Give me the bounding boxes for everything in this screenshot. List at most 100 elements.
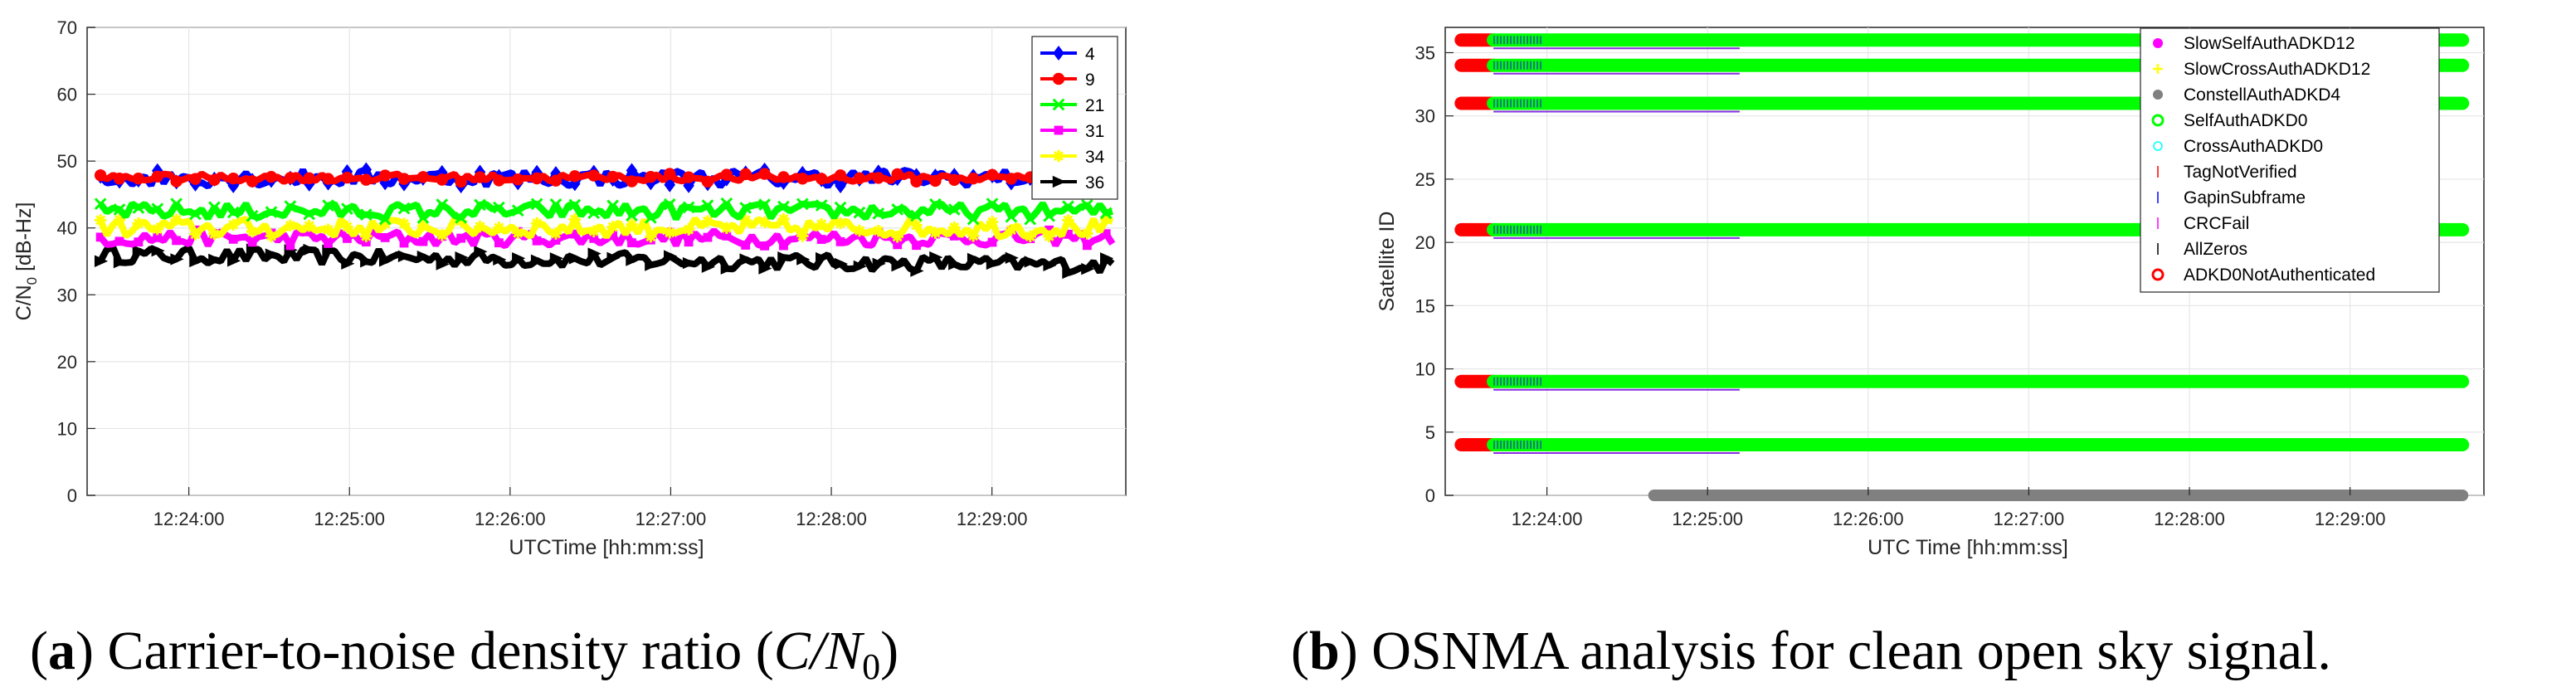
cn0-point-36 [796,253,811,266]
cn0-point-31 [228,234,238,244]
cn0-series-markers-36 [94,243,1114,280]
cn0-point-9 [474,171,486,183]
cn0-point-21 [587,207,601,220]
osnma-legend: SlowSelfAuthADKD12 SlowCrossAuthADKD12 Con… [2140,27,2440,293]
cn0-point-31 [741,241,751,250]
cn0-point-21 [796,197,809,211]
cn0-point-36 [151,244,165,257]
cn0-point-36 [113,256,128,269]
cn0-point-21 [758,198,771,211]
cn0-point-31 [760,241,769,251]
cn0-point-9 [397,173,411,185]
cn0-point-21 [815,199,828,212]
osnma-y-tick-label: 35 [1415,42,1435,63]
cn0-point-9 [796,173,809,185]
cn0-point-36 [455,251,469,264]
cn0-point-36 [758,262,772,275]
cn0-point-34 [246,225,259,238]
caption-a-text: Carrier-to-noise density ratio [107,621,742,681]
cn0-point-36 [189,255,203,268]
cn0-point-34 [227,218,240,231]
cn0-point-34 [113,213,126,227]
cn0-point-31 [380,232,390,242]
cn0-point-21 [1062,200,1074,213]
cn0-point-9 [891,168,903,181]
cn0-point-21 [626,209,638,222]
cn0-point-21 [530,197,543,211]
cn0-point-9 [284,172,297,184]
cn0-point-21 [739,202,752,214]
cn0-point-36 [1005,251,1019,264]
cn0-y-tick-label: 10 [57,418,77,439]
cn0-point-9 [664,168,676,180]
cn0-point-9 [834,169,847,182]
osnma-y-axis-label: Satellite ID [1376,212,1399,312]
cn0-point-9 [758,168,771,180]
osnma-y-tick-label: 20 [1415,232,1435,253]
cn0-legend-label-36: 36 [1085,173,1104,192]
osnma-y-tick-label: 5 [1425,422,1435,443]
cn0-point-21 [132,202,145,214]
cn0-y-tick-label: 60 [57,85,77,105]
cn0-point-21 [1043,209,1055,222]
cn0-point-36 [701,261,715,273]
cn0-point-21 [720,197,733,210]
cn0-point-34 [436,229,448,241]
cn0-point-34 [967,230,980,242]
cn0-point-36 [94,255,109,267]
cn0-point-4 [626,163,638,178]
cn0-point-36 [853,260,867,273]
cn0-point-21 [113,203,126,216]
caption-a-sub: 0 [862,646,880,687]
cn0-point-36 [1100,252,1114,265]
cn0-point-34 [664,227,676,239]
cn0-point-21 [1005,210,1018,223]
cn0-legend-marker-36 [1052,175,1066,188]
cn0-point-9 [170,175,183,188]
cn0-point-31 [987,237,997,247]
cn0-point-34 [682,223,695,236]
cn0-point-34 [815,218,828,231]
cn0-point-34 [796,230,809,242]
cn0-point-21 [645,211,657,224]
cn0-point-34 [170,213,183,227]
osnma-legend-label: CRCFail [2184,214,2249,233]
cn0-point-21 [606,199,619,212]
cn0-point-9 [1005,173,1018,185]
cn0-point-34 [549,227,562,240]
cn0-point-9 [910,175,923,188]
cn0-legend-label-4: 4 [1085,45,1095,64]
osnma-legend-label: SlowCrossAuthADKD12 [2184,60,2370,79]
cn0-x-tick-label: 12:27:00 [635,509,707,529]
cn0-y-axis-label-unit: [dB-Hz] [12,202,36,277]
cn0-point-21 [1099,207,1113,220]
osnma-legend-label: SlowSelfAuthADKD12 [2184,34,2355,53]
cn0-point-21 [226,206,240,219]
cn0-point-9 [815,173,828,185]
cn0-point-9 [416,171,430,183]
cn0-point-34 [606,221,619,233]
osnma-legend-marker-CrossAuthADKD0 [2153,141,2163,151]
cn0-point-34 [720,222,733,235]
cn0-point-9 [948,173,961,187]
cn0-point-21 [436,198,449,211]
osnma-legend-label: ADKD0NotAuthenticated [2184,266,2375,285]
osnma-legend-marker-ConstellAuthADKD4 [2153,90,2163,100]
cn0-point-9 [606,170,619,183]
cn0-point-21 [834,201,847,214]
cn0-point-31 [949,231,959,241]
cn0-point-9 [227,172,240,185]
cn0-point-34 [1024,230,1036,243]
cn0-point-36 [416,250,431,263]
cn0-point-21 [872,207,885,220]
caption-a-math: C/N [774,621,865,681]
cn0-point-9 [208,173,221,187]
cn0-legend-label-9: 9 [1085,71,1095,90]
cn0-point-34 [948,221,961,234]
osnma-legend-label: AllZeros [2184,240,2247,259]
cn0-point-31 [114,236,124,246]
cn0-point-21 [151,202,164,216]
cn0-point-34 [378,217,392,230]
cn0-point-34 [455,215,467,227]
